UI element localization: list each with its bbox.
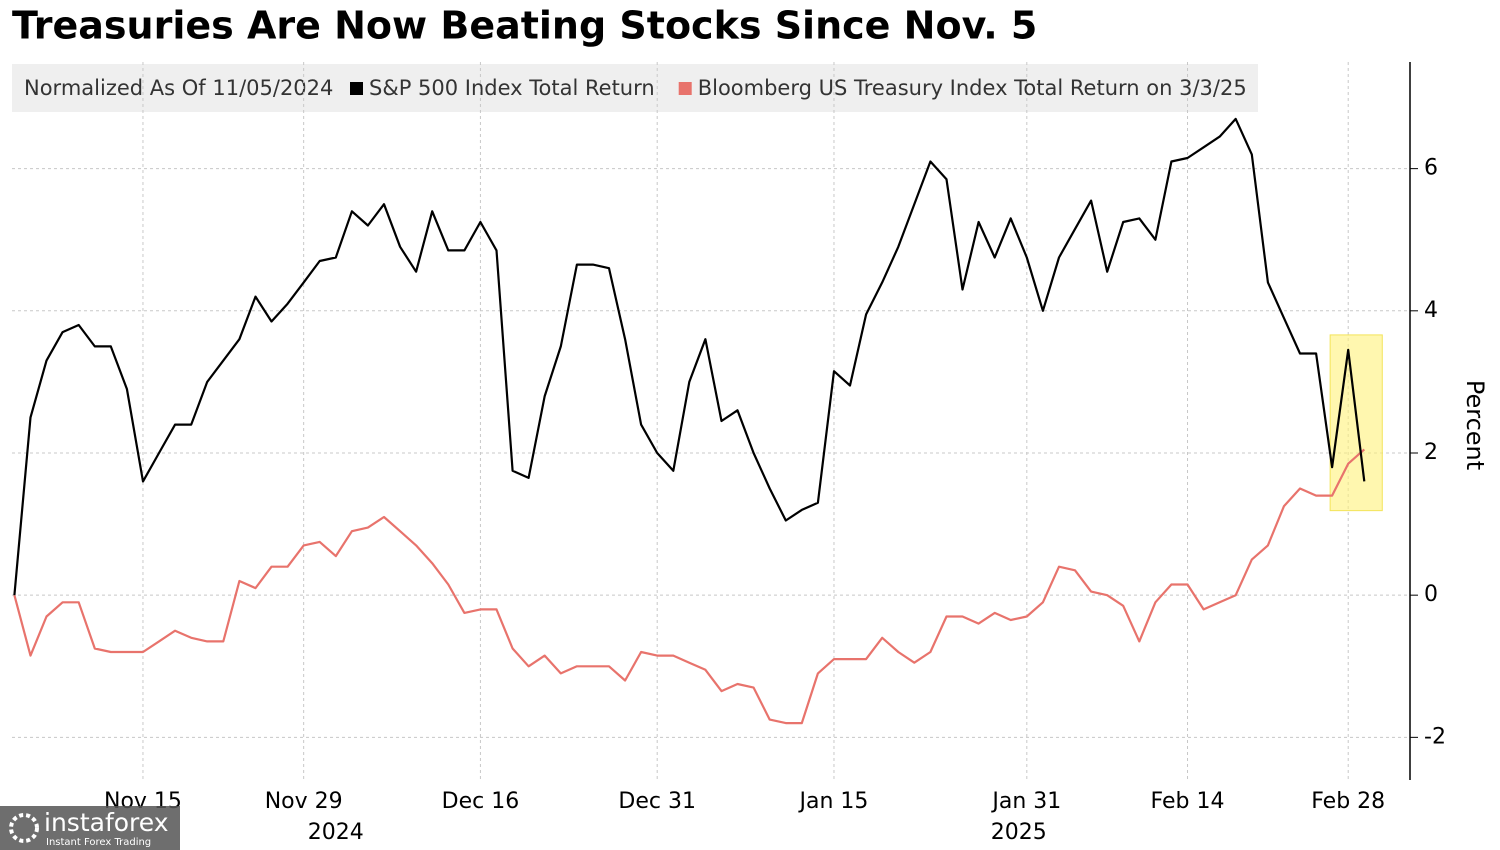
legend-box [12, 64, 1258, 112]
watermark-brand: instaforex [44, 808, 169, 837]
x-tick-label: Jan 15 [798, 789, 869, 814]
x-tick-label: Feb 14 [1151, 789, 1225, 814]
series-line [13, 448, 1366, 725]
series-line [13, 117, 1366, 596]
legend-swatch [678, 82, 692, 95]
x-tick-label: Dec 31 [618, 789, 696, 814]
x-tick-label: Jan 31 [990, 789, 1061, 814]
x-tick-label: Nov 29 [265, 789, 343, 814]
chart-title: Treasuries Are Now Beating Stocks Since … [12, 4, 1037, 48]
watermark-tagline: Instant Forex Trading [46, 837, 151, 848]
y-tick-label: 6 [1424, 156, 1438, 181]
y-axis-label: Percent [1461, 380, 1489, 470]
year-label: 2024 [308, 820, 364, 845]
legend-label: S&P 500 Index Total Return [369, 76, 655, 100]
year-label: 2025 [991, 820, 1047, 845]
y-tick-label: 4 [1424, 298, 1438, 323]
y-tick-label: 0 [1424, 582, 1438, 607]
y-tick-label: 2 [1424, 440, 1438, 465]
watermark-logo [9, 813, 39, 843]
legend-label: Bloomberg US Treasury Index Total Return… [698, 76, 1247, 100]
legend-note: Normalized As Of 11/05/2024 [24, 76, 333, 100]
x-tick-label: Dec 16 [442, 789, 520, 814]
legend-swatch [350, 82, 363, 95]
y-tick-label: -2 [1424, 724, 1446, 749]
x-tick-label: Feb 28 [1311, 789, 1385, 814]
watermark-bg [0, 806, 180, 850]
